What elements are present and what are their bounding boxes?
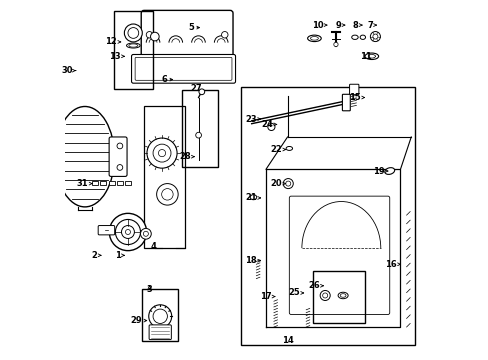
Text: 27: 27 [190,84,202,93]
Circle shape [320,291,329,301]
Text: 6: 6 [161,75,167,84]
Bar [100,181,106,185]
FancyBboxPatch shape [109,137,127,176]
Text: 7: 7 [366,21,372,30]
Circle shape [124,24,142,42]
Text: 14: 14 [281,336,293,345]
Text: 2: 2 [91,251,97,260]
Text: 21: 21 [245,193,257,202]
Circle shape [195,132,201,138]
Bar [117,181,122,185]
Text: 3: 3 [146,285,152,294]
Circle shape [372,34,377,39]
Circle shape [117,143,122,149]
Circle shape [121,226,134,238]
Circle shape [221,32,227,38]
Ellipse shape [307,35,321,41]
Bar [312,271,364,323]
Circle shape [148,305,171,328]
FancyBboxPatch shape [342,94,349,111]
Text: 8: 8 [352,21,358,30]
Ellipse shape [310,37,318,40]
Text: 26: 26 [307,281,319,290]
Ellipse shape [340,294,346,297]
Circle shape [322,293,327,298]
FancyBboxPatch shape [98,226,115,235]
Circle shape [162,189,173,200]
Ellipse shape [55,107,114,207]
Circle shape [283,179,293,189]
Text: 24: 24 [261,120,273,129]
Text: 23: 23 [245,114,257,123]
FancyBboxPatch shape [149,325,171,339]
FancyBboxPatch shape [141,10,233,59]
Text: 9: 9 [335,21,341,30]
Text: 25: 25 [288,288,300,297]
Ellipse shape [128,44,138,47]
Ellipse shape [337,292,347,299]
Ellipse shape [351,35,357,40]
Circle shape [267,123,274,131]
Bar [144,107,185,248]
Circle shape [143,231,148,236]
Circle shape [150,32,159,41]
Bar [113,12,153,89]
Text: 5: 5 [188,23,194,32]
Text: 17: 17 [259,292,271,301]
Text: 18: 18 [245,256,257,265]
Bar [182,90,217,167]
Circle shape [117,165,122,170]
Text: 29: 29 [130,316,142,325]
Ellipse shape [384,168,394,174]
Circle shape [153,309,167,323]
Circle shape [140,228,151,239]
Bar [142,289,178,341]
Circle shape [199,89,204,95]
Circle shape [115,220,140,244]
Ellipse shape [360,35,365,40]
Text: 10: 10 [311,21,323,30]
Text: 30: 30 [61,66,73,75]
Text: 11: 11 [359,52,371,61]
Circle shape [125,229,130,234]
Bar [125,181,131,185]
Bar [108,181,115,185]
Text: 4: 4 [150,242,156,251]
Circle shape [333,42,337,46]
Bar [241,87,414,345]
Circle shape [369,32,380,41]
Text: 19: 19 [372,167,384,176]
Circle shape [158,149,165,157]
Text: 28: 28 [179,152,190,161]
Text: 31: 31 [77,179,88,188]
Circle shape [285,181,290,186]
FancyBboxPatch shape [131,54,235,83]
Text: 13: 13 [109,52,121,61]
Text: 12: 12 [105,37,117,46]
Circle shape [146,32,152,38]
Ellipse shape [126,43,140,48]
Ellipse shape [367,54,375,58]
Circle shape [156,184,178,205]
Ellipse shape [285,147,292,150]
FancyBboxPatch shape [349,84,358,95]
Text: 1: 1 [115,251,121,260]
Circle shape [147,138,177,168]
Text: 22: 22 [270,145,282,154]
Text: 16: 16 [385,260,396,269]
Bar [92,181,98,185]
Text: 15: 15 [348,93,360,102]
Circle shape [109,213,146,251]
Circle shape [128,28,139,39]
Circle shape [153,144,171,162]
Ellipse shape [364,53,378,59]
Text: 20: 20 [270,179,282,188]
